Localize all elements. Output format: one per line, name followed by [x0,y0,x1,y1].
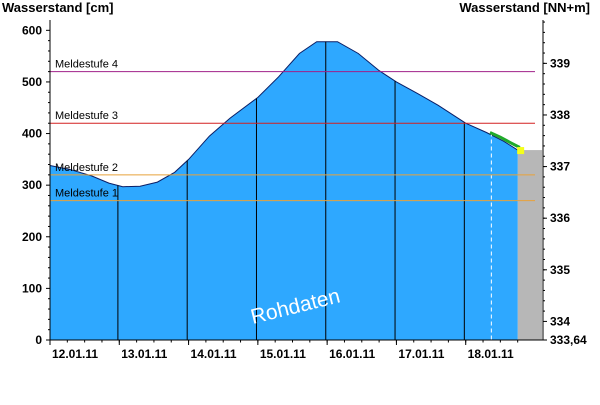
water-level-area [50,41,518,340]
right-tick-label-1: 334 [550,314,570,328]
left-tick-label-500: 500 [22,75,42,89]
x-tick-label-6: 18.01.11 [468,347,514,361]
threshold-label-3: Meldestufe 3 [55,110,118,122]
left-tick-label-400: 400 [22,127,42,141]
x-tick-label-3: 15.01.11 [260,347,306,361]
right-tick-label-6: 339 [550,56,570,70]
threshold-label-1: Meldestufe 1 [55,188,118,200]
left-tick-label-0: 0 [35,333,42,347]
right-tick-label-3: 336 [550,211,570,225]
left-axis-title: Wasserstand [cm] [2,0,114,15]
current-value-marker [517,147,525,155]
left-tick-label-300: 300 [22,178,42,192]
right-tick-label-2: 335 [550,263,570,277]
right-tick-label-5: 338 [550,108,570,122]
left-tick-label-200: 200 [22,230,42,244]
data-gap-bar [517,150,542,340]
x-tick-label-5: 17.01.11 [398,347,444,361]
left-tick-label-600: 600 [22,23,42,37]
right-tick-label-4: 337 [550,160,570,174]
threshold-label-4: Meldestufe 4 [55,59,118,71]
left-tick-label-100: 100 [22,281,42,295]
right-axis-title: Wasserstand [NN+m] [459,0,590,15]
x-tick-label-0: 12.01.11 [52,347,98,361]
right-tick-label-0: 333,64 [550,333,587,347]
x-tick-label-2: 14.01.11 [191,347,237,361]
x-tick-label-4: 16.01.11 [329,347,375,361]
water-level-line [49,41,518,188]
forecast-line [489,131,521,149]
x-tick-label-1: 13.01.11 [121,347,167,361]
threshold-label-2: Meldestufe 2 [55,162,118,174]
